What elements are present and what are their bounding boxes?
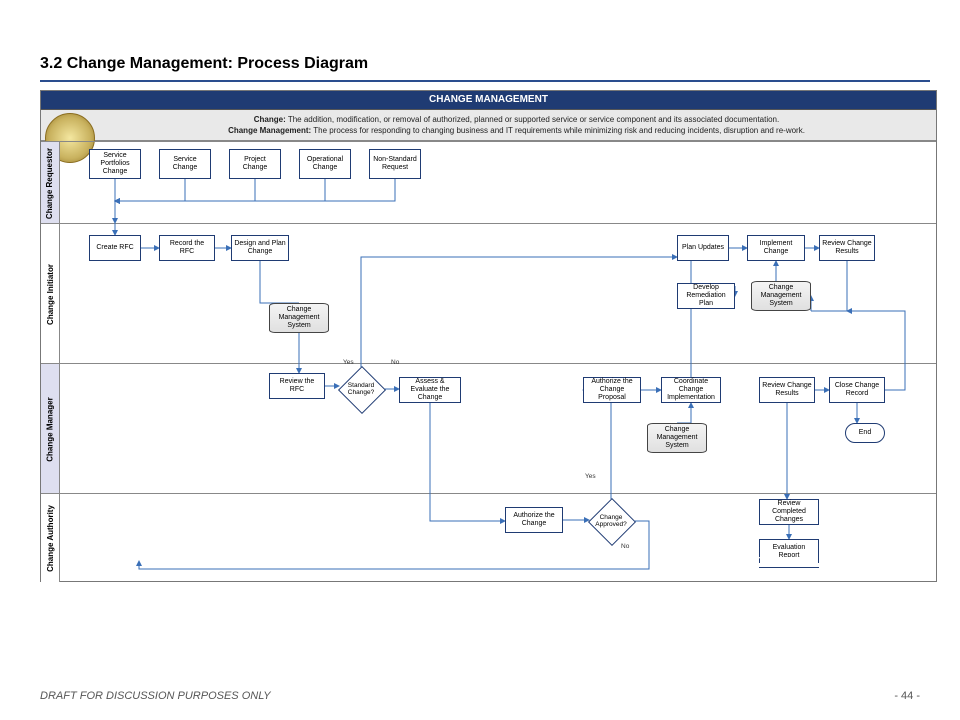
node-n_std: Standard Change? bbox=[339, 367, 383, 411]
node-n_assess: Assess & Evaluate the Change bbox=[399, 377, 461, 403]
process-diagram: CHANGE MANAGEMENT Change: The addition, … bbox=[40, 90, 937, 582]
node-n_create: Create RFC bbox=[89, 235, 141, 261]
def1-label: Change: bbox=[254, 115, 286, 124]
diagram-definitions: Change: The addition, modification, or r… bbox=[41, 110, 936, 141]
node-n_impl: Implement Change bbox=[747, 235, 805, 261]
def1-text: The addition, modification, or removal o… bbox=[286, 115, 779, 124]
lane-header-mgr: Change Manager bbox=[41, 364, 60, 494]
footer-left: DRAFT FOR DISCUSSION PURPOSES ONLY bbox=[40, 690, 271, 702]
node-n_plan: Plan Updates bbox=[677, 235, 729, 261]
node-n_appr: Change Approved? bbox=[589, 499, 633, 543]
footer-right: - 44 - bbox=[894, 690, 920, 702]
node-n_record: Record the RFC bbox=[159, 235, 215, 261]
page-title: 3.2 Change Management: Process Diagram bbox=[40, 55, 368, 73]
node-n_eval: Evaluation Report bbox=[759, 539, 819, 563]
lane-header-req: Change Requestor bbox=[41, 142, 60, 224]
node-n_revres2: Review Change Results bbox=[759, 377, 815, 403]
def2-label: Change Management: bbox=[228, 126, 311, 135]
node-n_authprop: Authorize the Change Proposal bbox=[583, 377, 641, 403]
edge-label: No bbox=[621, 543, 629, 550]
node-n_revcomp: Review Completed Changes bbox=[759, 499, 819, 525]
node-n_authchg: Authorize the Change bbox=[505, 507, 563, 533]
node-n_close: Close Change Record bbox=[829, 377, 885, 403]
node-n_proj: Project Change bbox=[229, 149, 281, 179]
node-n_cms1: Change Management System bbox=[269, 303, 329, 333]
node-n_revres1: Review Change Results bbox=[819, 235, 875, 261]
edge-label: No bbox=[391, 359, 399, 366]
def2-text: The process for responding to changing b… bbox=[311, 126, 805, 135]
node-n_design: Design and Plan Change bbox=[231, 235, 289, 261]
node-n_review: Review the RFC bbox=[269, 373, 325, 399]
title-rule bbox=[40, 80, 930, 82]
lane-header-auth: Change Authority bbox=[41, 494, 60, 582]
node-n_cms3: Change Management System bbox=[751, 281, 811, 311]
node-n_svc: Service Change bbox=[159, 149, 211, 179]
diagram-banner: CHANGE MANAGEMENT bbox=[41, 91, 936, 110]
lane-header-ini: Change Initiator bbox=[41, 224, 60, 364]
edge-label: Yes bbox=[585, 473, 596, 480]
node-n_portf: Service Portfolios Change bbox=[89, 149, 141, 179]
node-n_cms2: Change Management System bbox=[647, 423, 707, 453]
node-n_coord: Coordinate Change Implementation bbox=[661, 377, 721, 403]
node-n_end: End bbox=[845, 423, 885, 443]
edge-label: Yes bbox=[343, 359, 354, 366]
node-n_remed: Develop Remediation Plan bbox=[677, 283, 735, 309]
node-n_oper: Operational Change bbox=[299, 149, 351, 179]
node-n_nonstd: Non-Standard Request bbox=[369, 149, 421, 179]
swimlanes: Change RequestorChange InitiatorChange M… bbox=[41, 141, 936, 581]
